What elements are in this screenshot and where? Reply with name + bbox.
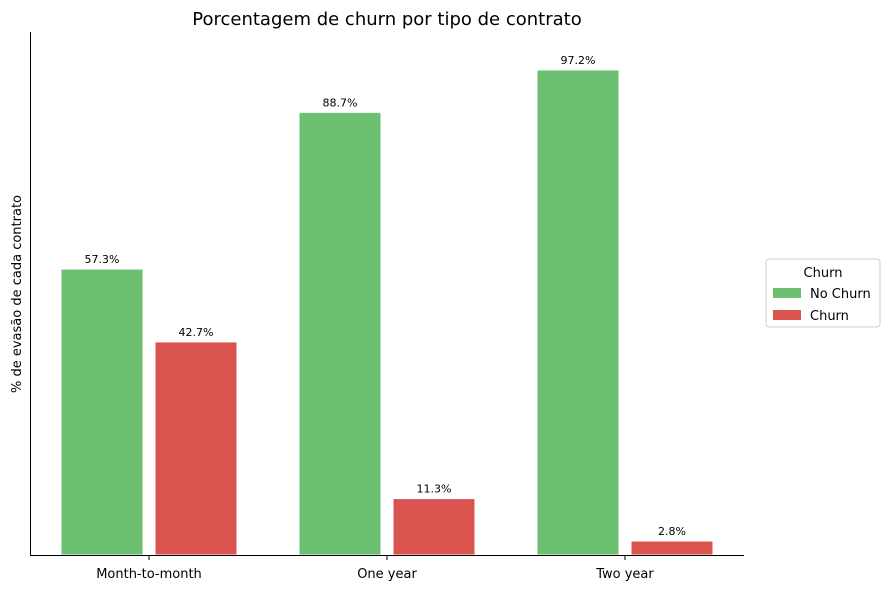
data-label-no-churn-one-year: 88.7% [323,96,358,109]
legend-swatch-churn [773,310,801,320]
bars-group [60,69,714,556]
data-label-churn-one-year: 11.3% [417,483,452,496]
legend: Churn No Churn Churn [765,258,881,328]
data-label-churn-month-to-month: 42.7% [179,326,214,339]
x-tick-label-two-year: Two year [595,567,654,582]
x-tick-label-month-to-month: Month-to-month [96,567,202,582]
bar-churn-two-year [630,540,714,556]
data-label-no-churn-month-to-month: 57.3% [85,253,120,266]
data-labels-group: 57.3% 42.7% 88.7% 11.3% 97.2% 2.8% [85,54,686,538]
y-axis-label: % de evasão de cada contrato [10,195,25,393]
data-label-no-churn-two-year: 97.2% [561,54,596,67]
bar-churn-one-year [392,498,476,556]
bar-no-churn-two-year [536,69,620,556]
legend-title: Churn [804,266,843,281]
legend-label-churn: Churn [810,309,849,324]
x-ticks-group: Month-to-month One year Two year [96,555,654,582]
bar-churn-month-to-month [154,341,238,556]
bar-no-churn-month-to-month [60,268,144,556]
chart-title: Porcentagem de churn por tipo de contrat… [192,9,581,30]
bar-no-churn-one-year [298,111,382,556]
x-tick-label-one-year: One year [357,567,417,582]
legend-swatch-no-churn [773,288,801,298]
legend-label-no-churn: No Churn [810,287,871,302]
data-label-churn-two-year: 2.8% [658,525,686,538]
